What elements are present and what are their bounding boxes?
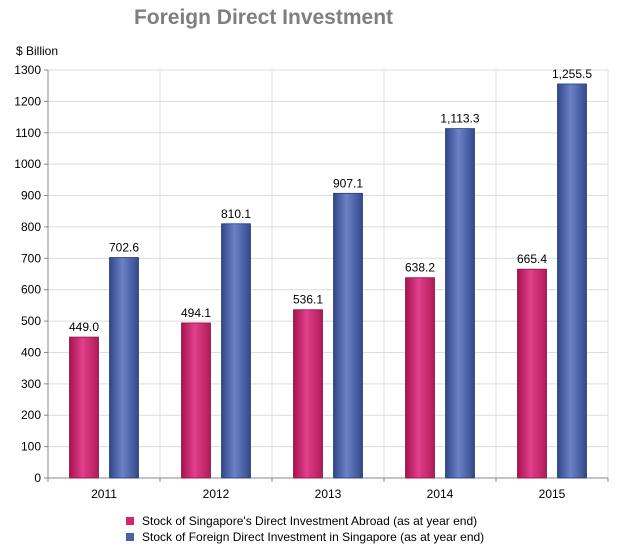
- bar-series-2-2012: [221, 223, 251, 479]
- data-label-series-1-2014: 638.2: [405, 261, 435, 275]
- x-tick-label: 2014: [427, 487, 454, 501]
- y-axis-unit-label: $ Billion: [16, 44, 59, 58]
- data-label-series-2-2015: 1,255.5: [552, 67, 592, 81]
- y-tick-label: 700: [21, 251, 41, 265]
- data-label-series-1-2013: 536.1: [293, 293, 323, 307]
- legend-label-series-2: Stock of Foreign Direct Investment in Si…: [142, 530, 485, 544]
- y-tick-label: 1100: [15, 126, 41, 140]
- y-tick-label: 600: [21, 283, 41, 297]
- y-tick-label: 1200: [14, 94, 41, 108]
- y-tick-label: 300: [21, 377, 41, 391]
- data-label-series-1-2012: 494.1: [181, 306, 211, 320]
- x-tick-label: 2015: [539, 487, 566, 501]
- y-tick-label: 0: [34, 471, 41, 485]
- bar-series-1-2013: [293, 309, 323, 479]
- legend-item-series-2: Stock of Foreign Direct Investment in Si…: [126, 529, 484, 545]
- data-label-series-2-2014: 1,113.3: [440, 112, 479, 126]
- x-tick-label: 2012: [203, 487, 230, 501]
- bar-series-2-2013: [333, 192, 363, 479]
- y-tick-label: 1000: [14, 157, 41, 171]
- legend-swatch-series-2: [126, 533, 134, 541]
- y-tick-label: 500: [21, 314, 41, 328]
- bar-series-2-2014: [445, 128, 475, 479]
- data-label-series-2-2011: 702.6: [109, 240, 139, 254]
- bar-series-1-2011: [69, 336, 99, 479]
- legend: Stock of Singapore's Direct Investment A…: [126, 513, 484, 545]
- bar-series-2-2011: [109, 257, 139, 479]
- bar-series-1-2015: [517, 268, 547, 479]
- data-label-series-1-2011: 449.0: [69, 320, 99, 334]
- y-tick-label: 1300: [14, 63, 41, 77]
- y-tick-label: 100: [21, 440, 41, 454]
- bar-series-1-2012: [181, 322, 211, 479]
- bar-series-1-2014: [405, 277, 435, 479]
- data-label-series-2-2012: 810.1: [221, 207, 251, 221]
- x-tick-label: 2011: [91, 487, 117, 501]
- legend-label-series-1: Stock of Singapore's Direct Investment A…: [142, 514, 478, 528]
- bar-series-2-2015: [557, 83, 587, 479]
- x-tick-label: 2013: [315, 487, 342, 501]
- y-tick-label: 200: [21, 408, 41, 422]
- legend-item-series-1: Stock of Singapore's Direct Investment A…: [126, 513, 484, 529]
- legend-swatch-series-1: [126, 517, 134, 525]
- data-label-series-2-2013: 907.1: [333, 176, 363, 190]
- y-tick-label: 800: [21, 220, 41, 234]
- data-label-series-1-2015: 665.4: [517, 252, 547, 266]
- y-tick-label: 400: [21, 345, 41, 359]
- chart-title: Foreign Direct Investment: [133, 6, 394, 29]
- y-tick-label: 900: [21, 189, 41, 203]
